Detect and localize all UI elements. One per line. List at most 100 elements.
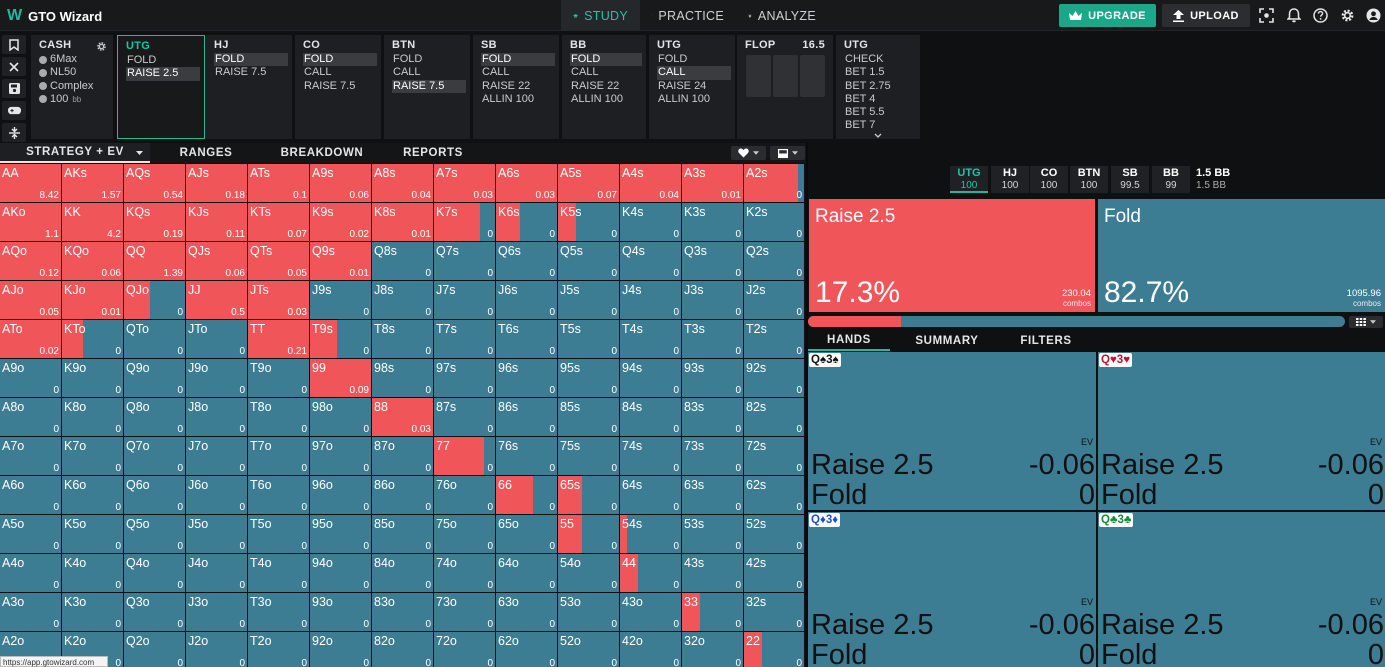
hand-cell[interactable]: 53s 0 [682, 515, 743, 553]
position-btn[interactable]: BTN 100 [1070, 166, 1108, 193]
logo[interactable]: W GTO Wizard [7, 7, 102, 25]
hand-cell[interactable]: JTo 0 [186, 320, 247, 358]
position-utg[interactable]: UTG 100 [950, 166, 988, 193]
hand-cell[interactable]: 85o 0 [372, 515, 433, 553]
hand-cell[interactable]: K3o 0 [62, 593, 123, 631]
hand-cell[interactable]: T3o 0 [248, 593, 309, 631]
hand-cell[interactable]: J5s 0 [558, 281, 619, 319]
hand-cell[interactable]: 87s 0 [434, 398, 495, 436]
hand-cell[interactable]: Q8s 0 [372, 242, 433, 280]
hand-cell[interactable]: 85s 0 [558, 398, 619, 436]
action-item[interactable]: RAISE 24 [658, 79, 707, 92]
hand-cell[interactable]: J7s 0 [434, 281, 495, 319]
action-item[interactable]: BET 7 [845, 119, 876, 132]
hand-cell[interactable]: QJs 0.06 [186, 242, 247, 280]
hand-cell[interactable]: AQo 0.12 [0, 242, 61, 280]
hand-cell[interactable]: QTs 0.05 [248, 242, 309, 280]
hand-cell[interactable]: AA 8.42 [0, 164, 61, 202]
action-item[interactable]: RAISE 22 [571, 79, 620, 92]
hand-cell[interactable]: KQs 0.19 [124, 203, 185, 241]
hand-cell[interactable]: A2s 0 [744, 164, 804, 202]
hand-cell[interactable]: K6s 0 [496, 203, 557, 241]
hand-cell[interactable]: 65s 0 [558, 476, 619, 514]
hand-cell[interactable]: KJs 0.11 [186, 203, 247, 241]
gear-icon[interactable] [1339, 7, 1356, 24]
hand-cell[interactable]: 88 0.03 [372, 398, 433, 436]
hand-cell[interactable]: Q5s 0 [558, 242, 619, 280]
hand-cell[interactable]: 72s 0 [744, 437, 804, 475]
position-co[interactable]: CO 100 [1030, 166, 1068, 193]
nav-analyze[interactable]: ANALYZE [736, 0, 828, 31]
hand-cell[interactable]: 73s 0 [682, 437, 743, 475]
position-sb[interactable]: SB 99.5 [1111, 166, 1149, 193]
hand-cell[interactable]: Q5o 0 [124, 515, 185, 553]
action-item[interactable]: FOLD [393, 53, 423, 66]
nav-study[interactable]: STUDY [561, 0, 640, 31]
hand-cell[interactable]: AQs 0.54 [124, 164, 185, 202]
hand-cell[interactable]: 74s 0 [620, 437, 681, 475]
hand-cell[interactable]: T5s 0 [558, 320, 619, 358]
action-item[interactable]: ALLIN 100 [571, 92, 623, 105]
hand-cell[interactable]: TT 0.21 [248, 320, 309, 358]
hand-cell[interactable]: 42o 0 [620, 632, 681, 667]
hand-cell[interactable]: A4o 0 [0, 554, 61, 592]
hand-combo-card[interactable]: Q♦3♦ EV Raise 2.5 -0.06 Fold 0 [808, 512, 1096, 667]
hand-cell[interactable]: T7o 0 [248, 437, 309, 475]
hand-cell[interactable]: J8o 0 [186, 398, 247, 436]
hand-cell[interactable]: A5s 0.07 [558, 164, 619, 202]
hand-cell[interactable]: 84s 0 [620, 398, 681, 436]
action-column-hj[interactable]: HJ FOLD RAISE 7.5 [206, 35, 292, 139]
hand-cell[interactable]: K5o 0 [62, 515, 123, 553]
hand-cell[interactable]: J3o 0 [186, 593, 247, 631]
hand-cell[interactable]: 65o 0 [496, 515, 557, 553]
flop-card-slot[interactable] [800, 55, 825, 97]
hand-cell[interactable]: AKo 1.1 [0, 203, 61, 241]
action-item[interactable]: BET 5.5 [845, 106, 885, 119]
hand-cell[interactable]: K4o 0 [62, 554, 123, 592]
hand-cell[interactable]: 87o 0 [372, 437, 433, 475]
help-icon[interactable] [1312, 7, 1329, 24]
hand-cell[interactable]: A7s 0.03 [434, 164, 495, 202]
hand-cell[interactable]: Q6o 0 [124, 476, 185, 514]
hand-cell[interactable]: 82o 0 [372, 632, 433, 667]
hand-cell[interactable]: 63s 0 [682, 476, 743, 514]
hand-cell[interactable]: J9s 0 [310, 281, 371, 319]
action-item[interactable]: BET 4 [845, 92, 876, 105]
hand-cell[interactable]: 44 0 [620, 554, 681, 592]
hand-cell[interactable]: K7o 0 [62, 437, 123, 475]
utg-postflop-column[interactable]: UTG CHECK BET 1.5 BET 2.75 BET 4 BET 5.5… [836, 35, 920, 139]
action-item[interactable]: CALL [482, 66, 510, 79]
hand-cell[interactable]: Q4o 0 [124, 554, 185, 592]
hand-cell[interactable]: 76s 0 [496, 437, 557, 475]
hand-cell[interactable]: 93s 0 [682, 359, 743, 397]
hand-cell[interactable]: T9o 0 [248, 359, 309, 397]
hand-cell[interactable]: 32o 0 [682, 632, 743, 667]
save-icon[interactable] [2, 79, 26, 98]
display-dropdown[interactable] [770, 146, 805, 160]
hand-cell[interactable]: T7s 0 [434, 320, 495, 358]
hand-cell[interactable]: 55 0 [558, 515, 619, 553]
hand-cell[interactable]: K6o 0 [62, 476, 123, 514]
hand-cell[interactable]: KTo 0 [62, 320, 123, 358]
hand-cell[interactable]: QJo 0 [124, 281, 185, 319]
action-item[interactable]: FOLD [127, 54, 157, 67]
action-item[interactable]: RAISE 2.5 [126, 67, 200, 81]
hand-cell[interactable]: 77 0 [434, 437, 495, 475]
close-icon[interactable] [2, 57, 26, 76]
upload-button[interactable]: UPLOAD [1162, 4, 1250, 27]
hand-combo-card[interactable]: Q♣3♣ EV Raise 2.5 -0.06 Fold 0 [1098, 512, 1385, 667]
hand-cell[interactable]: 54o 0 [558, 554, 619, 592]
hand-cell[interactable]: 98o 0 [310, 398, 371, 436]
hand-cell[interactable]: 74o 0 [434, 554, 495, 592]
action-item[interactable]: RAISE 22 [482, 79, 531, 92]
hand-cell[interactable]: 86o 0 [372, 476, 433, 514]
hand-cell[interactable]: 86s 0 [496, 398, 557, 436]
hand-cell[interactable]: A3o 0 [0, 593, 61, 631]
hand-cell[interactable]: AJs 0.18 [186, 164, 247, 202]
panel-divider[interactable] [806, 143, 808, 667]
action-item[interactable]: BET 1.5 [845, 66, 885, 79]
action-box-fold[interactable]: Fold 82.7% 1095.96 combos [1098, 199, 1385, 312]
action-column-sb[interactable]: SB FOLD CALL RAISE 22 ALLIN 100 [473, 35, 559, 139]
hand-cell[interactable]: Q9s 0.01 [310, 242, 371, 280]
hand-cell[interactable]: Q7s 0 [434, 242, 495, 280]
